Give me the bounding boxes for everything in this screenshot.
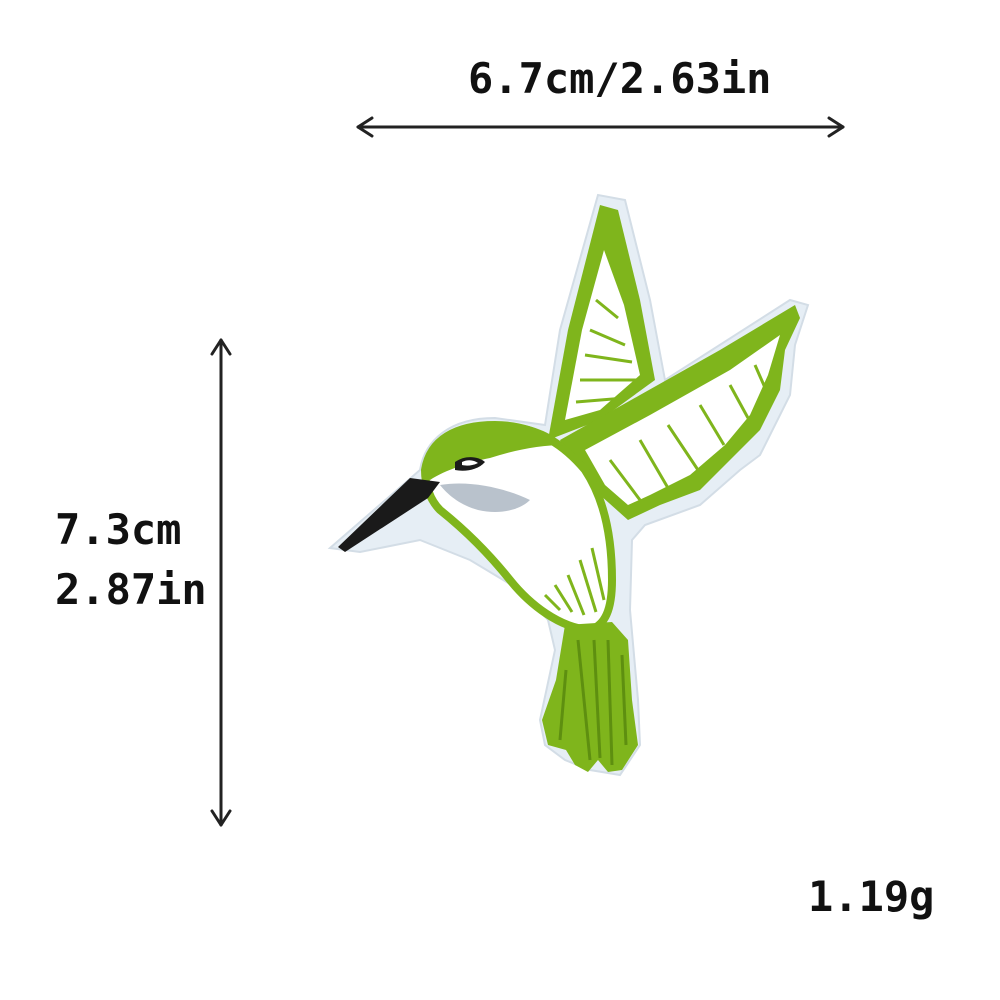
beak [338, 478, 440, 552]
height-arrow [210, 338, 232, 827]
front-wing-inner [585, 335, 780, 505]
throat-shading [440, 483, 530, 512]
width-label: 6.7cm/2.63in [468, 54, 772, 103]
bird-tail [542, 622, 638, 772]
width-arrow [356, 116, 845, 138]
height-label-in: 2.87in [55, 565, 207, 614]
weight-label: 1.19g [808, 872, 935, 921]
height-label-cm: 7.3cm [55, 505, 182, 554]
